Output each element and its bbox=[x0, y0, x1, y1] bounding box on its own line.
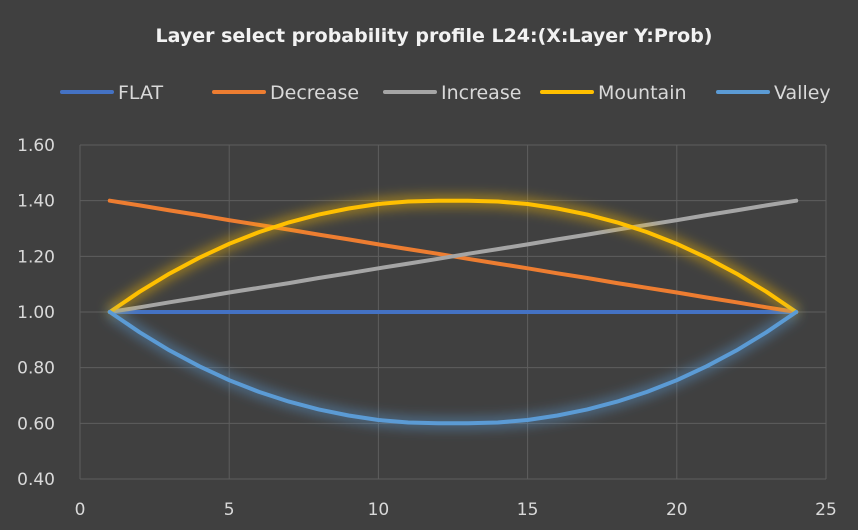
y-tick-label: 1.40 bbox=[17, 192, 55, 212]
x-axis-tick-labels: 0 5 10 15 20 25 bbox=[75, 500, 837, 520]
chart-legend: FLAT Decrease Increase Mountain Valley bbox=[60, 82, 831, 104]
y-tick-label: 0.60 bbox=[17, 414, 55, 434]
series-line-valley bbox=[107, 310, 799, 426]
x-tick-label: 25 bbox=[815, 500, 837, 520]
x-tick-label: 10 bbox=[368, 500, 390, 520]
series-lines bbox=[106, 195, 800, 429]
x-tick-label: 15 bbox=[517, 500, 539, 520]
series-line-increase bbox=[107, 198, 799, 314]
y-tick-label: 0.40 bbox=[17, 470, 55, 490]
x-tick-label: 20 bbox=[666, 500, 688, 520]
y-tick-label: 1.00 bbox=[17, 303, 55, 323]
y-tick-label: 0.80 bbox=[17, 359, 55, 379]
x-tick-label: 0 bbox=[75, 500, 86, 520]
x-tick-label: 5 bbox=[224, 500, 235, 520]
y-tick-label: 1.60 bbox=[17, 136, 55, 156]
series-line-mountain bbox=[107, 198, 799, 314]
legend-label-decrease: Decrease bbox=[270, 82, 359, 104]
legend-label-increase: Increase bbox=[441, 82, 521, 104]
y-tick-label: 1.20 bbox=[17, 247, 55, 267]
y-axis-tick-labels: 0.40 0.60 0.80 1.00 1.20 1.40 1.60 bbox=[17, 136, 55, 490]
legend-label-valley: Valley bbox=[774, 82, 831, 104]
legend-label-mountain: Mountain bbox=[598, 82, 687, 104]
chart-title: Layer select probability profile L24:(X:… bbox=[156, 25, 713, 47]
legend-label-flat: FLAT bbox=[118, 82, 163, 104]
